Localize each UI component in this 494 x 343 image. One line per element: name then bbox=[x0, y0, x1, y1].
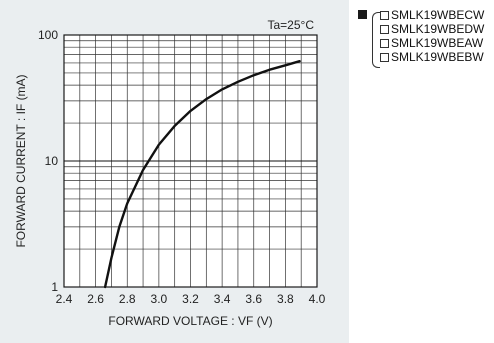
y-tick-label: 100 bbox=[38, 28, 58, 42]
x-tick-label: 3.2 bbox=[182, 292, 199, 306]
legend-list: SMLK19WBECW SMLK19WBEDW SMLK19WBEAW SMLK… bbox=[358, 9, 484, 65]
plot-frame bbox=[63, 34, 318, 288]
x-tick-label: 2.8 bbox=[119, 292, 136, 306]
legend-item: SMLK19WBEAW bbox=[380, 37, 484, 51]
y-tick-label: 1 bbox=[51, 280, 58, 294]
x-tick-label: 2.6 bbox=[87, 292, 104, 306]
legend-item: SMLK19WBEBW bbox=[380, 51, 484, 65]
series-line bbox=[103, 60, 301, 289]
x-tick-label: 3.8 bbox=[277, 292, 294, 306]
x-axis-label: FORWARD VOLTAGE : VF (V) bbox=[108, 314, 272, 328]
y-tick-labels: 1 10 100 bbox=[38, 28, 58, 294]
x-tick-labels: 2.4 2.6 2.8 3.0 3.2 3.4 3.6 3.8 4.0 bbox=[56, 292, 326, 306]
chart-annotation: Ta=25°C bbox=[268, 18, 315, 32]
x-tick-label: 3.6 bbox=[245, 292, 262, 306]
legend-brace-icon bbox=[372, 12, 380, 68]
x-tick-label: 2.4 bbox=[56, 292, 73, 306]
grid-lines bbox=[64, 35, 317, 287]
checkbox-icon bbox=[380, 53, 389, 62]
checkbox-icon bbox=[380, 39, 389, 48]
legend: SMLK19WBECW SMLK19WBEDW SMLK19WBEAW SMLK… bbox=[358, 9, 484, 68]
y-tick-label: 10 bbox=[45, 154, 59, 168]
legend-label: SMLK19WBECW bbox=[391, 8, 485, 22]
y-axis-label: FORWARD CURRENT : IF (mA) bbox=[14, 74, 28, 247]
legend-label: SMLK19WBEDW bbox=[391, 22, 485, 36]
legend-label: SMLK19WBEAW bbox=[391, 36, 484, 50]
legend-item: SMLK19WBEDW bbox=[380, 23, 484, 37]
x-tick-label: 4.0 bbox=[309, 292, 326, 306]
checkbox-icon bbox=[380, 25, 389, 34]
legend-label: SMLK19WBEBW bbox=[391, 50, 484, 64]
legend-marker-square-icon bbox=[358, 10, 367, 19]
chart-svg: 2.4 2.6 2.8 3.0 3.2 3.4 3.6 3.8 4.0 1 10 100 Ta=25… bbox=[14, 18, 326, 328]
legend-item: SMLK19WBECW bbox=[380, 9, 484, 23]
x-tick-label: 3.0 bbox=[151, 292, 168, 306]
checkbox-icon bbox=[380, 11, 389, 20]
x-tick-label: 3.4 bbox=[214, 292, 231, 306]
